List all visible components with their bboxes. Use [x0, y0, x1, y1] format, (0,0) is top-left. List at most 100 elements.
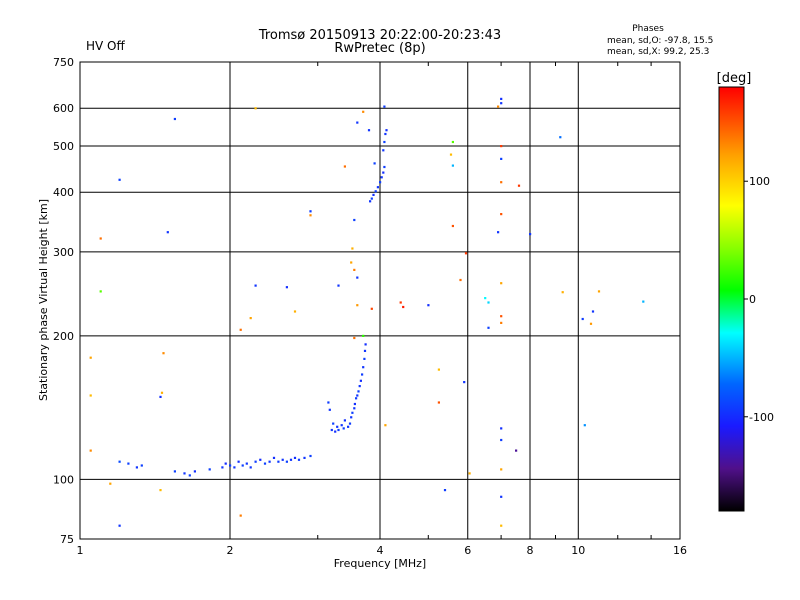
data-point	[118, 524, 121, 527]
data-point	[362, 334, 365, 337]
data-point	[399, 301, 402, 304]
data-point	[500, 145, 503, 148]
data-point	[342, 427, 345, 430]
data-point	[330, 428, 333, 432]
x-tick-label: 2	[227, 544, 234, 557]
data-points	[89, 97, 645, 527]
y-tick-label: 750	[53, 56, 74, 69]
data-point	[363, 357, 366, 360]
data-point	[303, 456, 306, 459]
data-point	[173, 117, 176, 121]
data-point	[356, 394, 359, 397]
data-point	[383, 105, 386, 108]
data-point	[356, 276, 359, 279]
data-point	[487, 326, 490, 329]
data-point	[361, 373, 364, 376]
data-point	[289, 458, 293, 461]
data-point	[254, 107, 257, 110]
data-point	[449, 153, 453, 156]
data-point	[272, 456, 276, 459]
data-point	[642, 300, 645, 303]
data-point	[350, 416, 353, 419]
data-point	[500, 157, 503, 160]
data-point	[500, 181, 503, 184]
data-point	[437, 368, 440, 371]
data-point	[309, 214, 312, 217]
data-point	[487, 301, 490, 304]
colorbar-tick-label: -100	[749, 411, 774, 424]
data-point	[348, 422, 352, 425]
data-point	[463, 381, 466, 384]
data-point	[293, 456, 297, 459]
data-point	[500, 102, 503, 105]
data-point	[500, 315, 503, 318]
data-point	[464, 252, 468, 255]
data-point	[89, 356, 92, 359]
data-point	[383, 165, 386, 169]
x-tick-label: 6	[464, 544, 471, 557]
data-point	[277, 460, 280, 463]
y-tick-label: 100	[53, 473, 74, 486]
data-point	[351, 247, 354, 250]
data-point	[99, 290, 102, 293]
data-point	[356, 121, 359, 124]
data-point	[443, 489, 447, 492]
data-point	[237, 460, 240, 463]
data-point	[500, 524, 503, 527]
data-point	[515, 449, 518, 452]
x-tick-label: 4	[377, 544, 384, 557]
data-point	[500, 282, 503, 285]
colorbar-tick-label: 100	[749, 175, 770, 188]
data-point	[402, 305, 405, 309]
data-point	[353, 336, 356, 340]
data-point	[362, 110, 365, 113]
colorbar-tick-label: 0	[749, 293, 756, 306]
data-point	[581, 317, 584, 321]
data-point	[500, 438, 503, 442]
x-tick-label: 10	[571, 544, 585, 557]
data-point	[359, 379, 362, 382]
data-point	[484, 297, 487, 300]
data-point	[249, 466, 252, 469]
data-point	[353, 402, 356, 406]
data-point	[500, 213, 503, 216]
data-point	[241, 464, 244, 467]
chart-title: Tromsø 20150913 20:22:00-20:23:43	[258, 28, 501, 43]
data-point	[362, 366, 365, 369]
data-point	[281, 458, 284, 461]
x-tick-label: 8	[527, 544, 534, 557]
data-point	[239, 514, 242, 517]
data-point	[343, 165, 346, 168]
data-point	[297, 458, 301, 461]
data-point	[357, 390, 360, 393]
data-point	[459, 278, 462, 282]
data-point	[500, 97, 503, 100]
data-point	[118, 460, 121, 463]
data-point	[597, 290, 601, 293]
data-point	[135, 466, 138, 469]
phases-line-x: mean, sd,X: 99.2, 25.3	[607, 47, 709, 57]
data-point	[328, 408, 331, 411]
data-point	[374, 190, 377, 193]
colorbar	[718, 86, 745, 512]
data-point	[497, 105, 500, 108]
data-point	[591, 310, 595, 313]
data-point	[334, 430, 337, 433]
data-point	[383, 140, 386, 144]
data-point	[382, 171, 385, 174]
data-point	[285, 460, 288, 463]
data-point	[309, 210, 312, 213]
colorbar-ticks: 100 0 -100	[744, 175, 774, 424]
y-tick-label: 200	[53, 330, 74, 343]
data-point	[367, 129, 371, 132]
x-axis-label: Frequency [MHz]	[334, 557, 426, 570]
status-label: HV Off	[86, 39, 125, 53]
data-point	[372, 193, 375, 196]
data-point	[468, 472, 471, 475]
data-point	[259, 458, 262, 461]
data-point	[500, 321, 503, 324]
data-point	[384, 132, 387, 136]
data-point	[160, 391, 164, 394]
data-point	[559, 136, 562, 139]
data-point	[517, 184, 521, 187]
